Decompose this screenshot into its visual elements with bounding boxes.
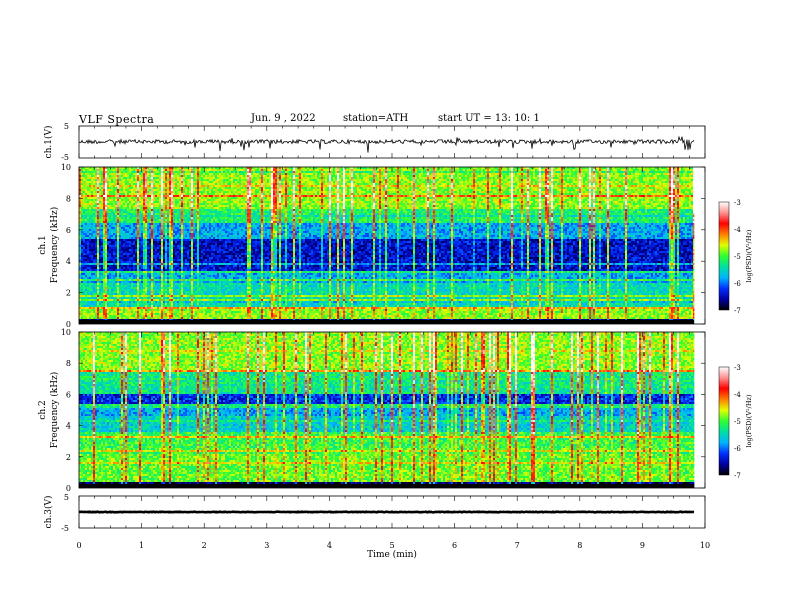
x-tick-label: 10: [700, 541, 710, 550]
x-tick-label: 6: [452, 541, 457, 550]
x-tick-label: 4: [327, 541, 332, 550]
ch2-colorbar: [718, 366, 730, 476]
ch1-ylabel: ch.1(V): [43, 126, 54, 159]
freq-tick-label: 0: [66, 484, 71, 493]
colorbar-tick-label: -6: [734, 445, 741, 453]
freq-tick-label: 8: [66, 194, 71, 203]
station-label: station=ATH: [343, 113, 408, 124]
ch1-spectrogram-image: [79, 167, 705, 324]
ch3-ylabel: ch.3(V): [43, 496, 54, 529]
ch3-ytick-top: 5: [64, 493, 69, 502]
x-tick-label: 8: [577, 541, 582, 550]
x-tick-label: 3: [264, 541, 269, 550]
ch1-ytick-bottom: -5: [61, 153, 69, 162]
date-label: Jun. 9 , 2022: [251, 113, 316, 124]
colorbar-tick-label: -4: [734, 226, 741, 234]
freq-tick-label: 2: [66, 289, 71, 298]
colorbar-tick-label: -5: [734, 253, 741, 261]
x-tick-label: 2: [202, 541, 207, 550]
colorbar-tick-label: -5: [734, 418, 741, 426]
freq-tick-label: 8: [66, 359, 71, 368]
colorbar-tick-label: -7: [734, 472, 741, 480]
colorbar-tick-label: -6: [734, 280, 741, 288]
x-tick-label: 1: [139, 541, 144, 550]
colorbar-tick-label: -3: [734, 199, 741, 207]
ch3-waveform-panel: 5 -5 ch.3(V) 0 1 2 3 4 5 6 7 8 9 10 Time (min): [43, 493, 710, 560]
ch1-channel-label: ch.1: [38, 235, 48, 254]
freq-tick-label: 6: [66, 390, 71, 399]
ch1-waveform-line: [78, 135, 695, 153]
ch2-colorbar-label: log(PSD)(V²/Hz): [745, 394, 753, 447]
x-axis-label: Time (min): [367, 549, 417, 560]
colorbar-tick-label: -4: [734, 391, 741, 399]
ch1-ytick-top: 5: [64, 122, 69, 131]
freq-tick-label: 6: [66, 226, 71, 235]
freq-tick-label: 10: [61, 328, 71, 337]
x-tick-label: 7: [515, 541, 520, 550]
colorbar-tick-label: -3: [734, 364, 741, 372]
freq-tick-label: 4: [66, 422, 71, 431]
ch2-channel-label: ch.2: [38, 400, 48, 419]
ch1-colorbar: [718, 201, 730, 311]
x-tick-label: 0: [76, 541, 81, 550]
freq-tick-label: 4: [66, 257, 71, 266]
start-time-label: start UT = 13: 10: 1: [438, 113, 540, 124]
x-tick-label: 9: [640, 541, 645, 550]
ch2-spectrogram-image: [79, 332, 705, 488]
ch3-ytick-bottom: -5: [61, 524, 69, 533]
freq-tick-label: 10: [61, 163, 71, 172]
figure-title: VLF Spectra: [79, 113, 154, 126]
ch1-colorbar-label: log(PSD)(V²/Hz): [745, 229, 753, 282]
ch2-freq-ylabel: Frequency (kHz): [49, 372, 60, 449]
freq-tick-label: 2: [66, 453, 71, 462]
ch3-waveform-line: [78, 510, 695, 514]
colorbar-tick-label: -7: [734, 307, 741, 315]
ch1-freq-ylabel: Frequency (kHz): [49, 207, 60, 284]
freq-tick-label: 0: [66, 320, 71, 329]
ch1-waveform-panel: 5 -5 ch.1(V): [43, 122, 706, 162]
x-tick-label: 5: [389, 541, 394, 550]
